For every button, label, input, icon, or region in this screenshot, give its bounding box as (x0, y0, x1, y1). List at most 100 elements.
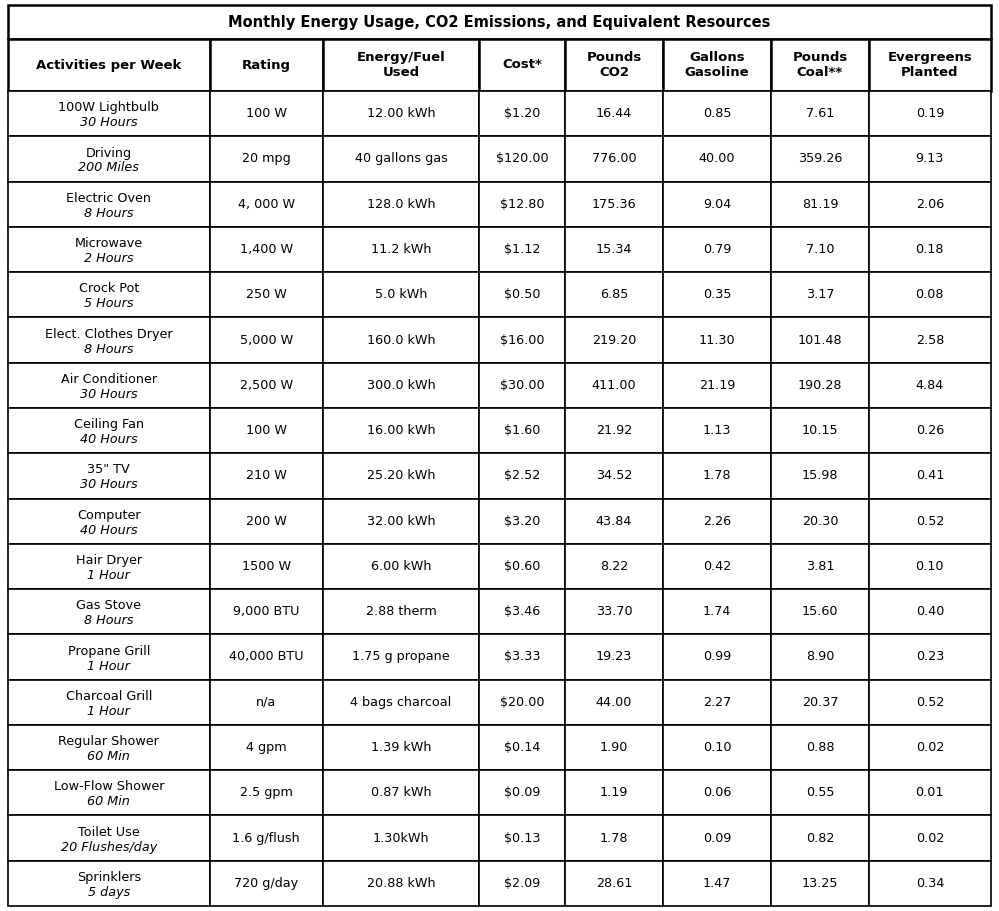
Bar (323, 725, 480, 770)
Bar (323, 544, 480, 589)
Text: $0.60: $0.60 (503, 560, 540, 573)
Bar (662, 408, 771, 453)
Text: Sprinklers: Sprinklers (77, 871, 141, 884)
Text: Pounds
CO2: Pounds CO2 (586, 51, 641, 79)
Text: 16.44: 16.44 (595, 107, 632, 120)
Bar (480, 815, 565, 861)
Bar (480, 39, 565, 91)
Bar (771, 272, 869, 317)
Bar (323, 181, 480, 227)
Bar (869, 634, 991, 680)
Bar (210, 227, 323, 272)
Bar (210, 589, 323, 634)
Bar (565, 770, 662, 815)
Text: 8.90: 8.90 (806, 650, 834, 663)
Text: $1.20: $1.20 (503, 107, 540, 120)
Bar (771, 725, 869, 770)
Text: 4 bags charcoal: 4 bags charcoal (351, 696, 452, 709)
Text: 0.82: 0.82 (806, 832, 834, 844)
Text: 300.0 kWh: 300.0 kWh (367, 379, 436, 392)
Text: 0.10: 0.10 (702, 741, 731, 754)
Text: 0.08: 0.08 (916, 288, 944, 302)
Bar (8, 544, 210, 589)
Bar (869, 408, 991, 453)
Bar (771, 589, 869, 634)
Text: $16.00: $16.00 (500, 333, 544, 346)
Text: 40 gallons gas: 40 gallons gas (355, 152, 448, 166)
Text: Monthly Energy Usage, CO2 Emissions, and Equivalent Resources: Monthly Energy Usage, CO2 Emissions, and… (229, 15, 770, 29)
Text: 1 Hour: 1 Hour (87, 705, 130, 718)
Text: 9,000 BTU: 9,000 BTU (233, 605, 300, 619)
Bar (565, 137, 662, 181)
Bar (771, 770, 869, 815)
Text: 0.26: 0.26 (916, 425, 944, 437)
Bar (8, 39, 210, 91)
Text: 8 Hours: 8 Hours (84, 614, 134, 628)
Text: 1 Hour: 1 Hour (87, 660, 130, 672)
Text: $20.00: $20.00 (500, 696, 544, 709)
Text: $30.00: $30.00 (500, 379, 544, 392)
Text: 21.92: 21.92 (595, 425, 632, 437)
Text: 2,500 W: 2,500 W (240, 379, 293, 392)
Bar (8, 815, 210, 861)
Text: 0.19: 0.19 (916, 107, 944, 120)
Bar (771, 680, 869, 725)
Bar (323, 498, 480, 544)
Text: 0.10: 0.10 (916, 560, 944, 573)
Text: 40,000 BTU: 40,000 BTU (229, 650, 304, 663)
Bar (771, 363, 869, 408)
Bar (662, 227, 771, 272)
Text: $1.60: $1.60 (503, 425, 540, 437)
Text: Hair Dryer: Hair Dryer (76, 554, 142, 567)
Bar (869, 137, 991, 181)
Text: 1.39 kWh: 1.39 kWh (371, 741, 432, 754)
Bar (480, 272, 565, 317)
Bar (8, 680, 210, 725)
Text: 13.25: 13.25 (802, 877, 838, 890)
Bar (565, 181, 662, 227)
Text: 0.18: 0.18 (916, 243, 944, 256)
Text: 0.02: 0.02 (916, 741, 944, 754)
Bar (869, 227, 991, 272)
Bar (662, 453, 771, 498)
Text: 0.01: 0.01 (916, 786, 944, 799)
Bar (565, 227, 662, 272)
Bar (771, 408, 869, 453)
Bar (210, 91, 323, 137)
Bar (210, 39, 323, 91)
Text: 0.85: 0.85 (702, 107, 731, 120)
Text: 6.00 kWh: 6.00 kWh (371, 560, 432, 573)
Text: 7.61: 7.61 (806, 107, 834, 120)
Bar (210, 544, 323, 589)
Bar (8, 272, 210, 317)
Bar (210, 137, 323, 181)
Text: 40 Hours: 40 Hours (80, 433, 138, 446)
Bar (210, 861, 323, 906)
Text: 0.52: 0.52 (916, 696, 944, 709)
Text: 0.41: 0.41 (916, 469, 944, 482)
Text: 200 Miles: 200 Miles (78, 161, 139, 175)
Bar (210, 770, 323, 815)
Bar (565, 725, 662, 770)
Text: 250 W: 250 W (246, 288, 287, 302)
Bar (771, 181, 869, 227)
Bar (565, 544, 662, 589)
Text: 60 Min: 60 Min (87, 795, 130, 808)
Bar (8, 363, 210, 408)
Text: 60 Min: 60 Min (87, 750, 130, 763)
Bar (480, 861, 565, 906)
Text: $2.09: $2.09 (504, 877, 540, 890)
Bar (662, 680, 771, 725)
Bar (869, 498, 991, 544)
Bar (480, 137, 565, 181)
Bar (323, 815, 480, 861)
Text: 2.26: 2.26 (703, 515, 731, 527)
Bar (323, 680, 480, 725)
Text: 7.10: 7.10 (806, 243, 834, 256)
Text: 0.79: 0.79 (702, 243, 731, 256)
Bar (8, 408, 210, 453)
Text: 175.36: 175.36 (591, 198, 636, 210)
Text: 1.30kWh: 1.30kWh (373, 832, 430, 844)
Text: 2.06: 2.06 (916, 198, 944, 210)
Text: Cost*: Cost* (502, 58, 542, 71)
